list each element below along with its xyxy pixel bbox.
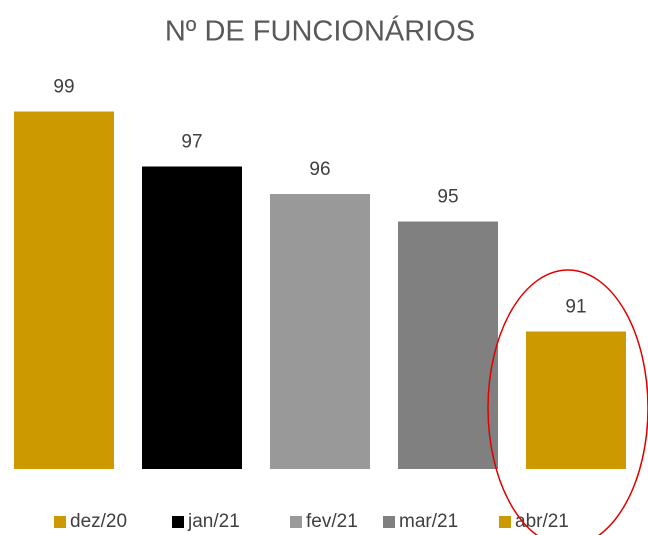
legend-swatch	[383, 516, 395, 528]
legend-label: abr/21	[515, 511, 569, 532]
bar	[14, 111, 114, 469]
legend-label: jan/21	[187, 511, 240, 532]
highlight-ellipse	[487, 269, 648, 535]
legend-label: dez/20	[70, 511, 127, 532]
plot: 99 dez/20 97 jan/21 96 fev/21 95 mar/21 91 abr/21	[14, 77, 626, 532]
bar	[270, 194, 370, 469]
data-label: 97	[181, 132, 202, 153]
data-label: 96	[309, 159, 330, 180]
bar	[142, 166, 242, 469]
legend-swatch	[499, 516, 511, 528]
data-label: 91	[565, 297, 586, 318]
data-label: 99	[53, 77, 74, 98]
bar	[526, 331, 626, 469]
legend-label: mar/21	[399, 511, 458, 532]
legend-swatch	[290, 516, 302, 528]
chart-title: Nº DE FUNCIONÁRIOS	[165, 15, 475, 48]
data-label: 95	[437, 187, 458, 208]
legend-swatch	[172, 516, 184, 528]
bar	[398, 221, 498, 469]
legend-label: fev/21	[306, 511, 358, 532]
legend-swatch	[54, 516, 66, 528]
